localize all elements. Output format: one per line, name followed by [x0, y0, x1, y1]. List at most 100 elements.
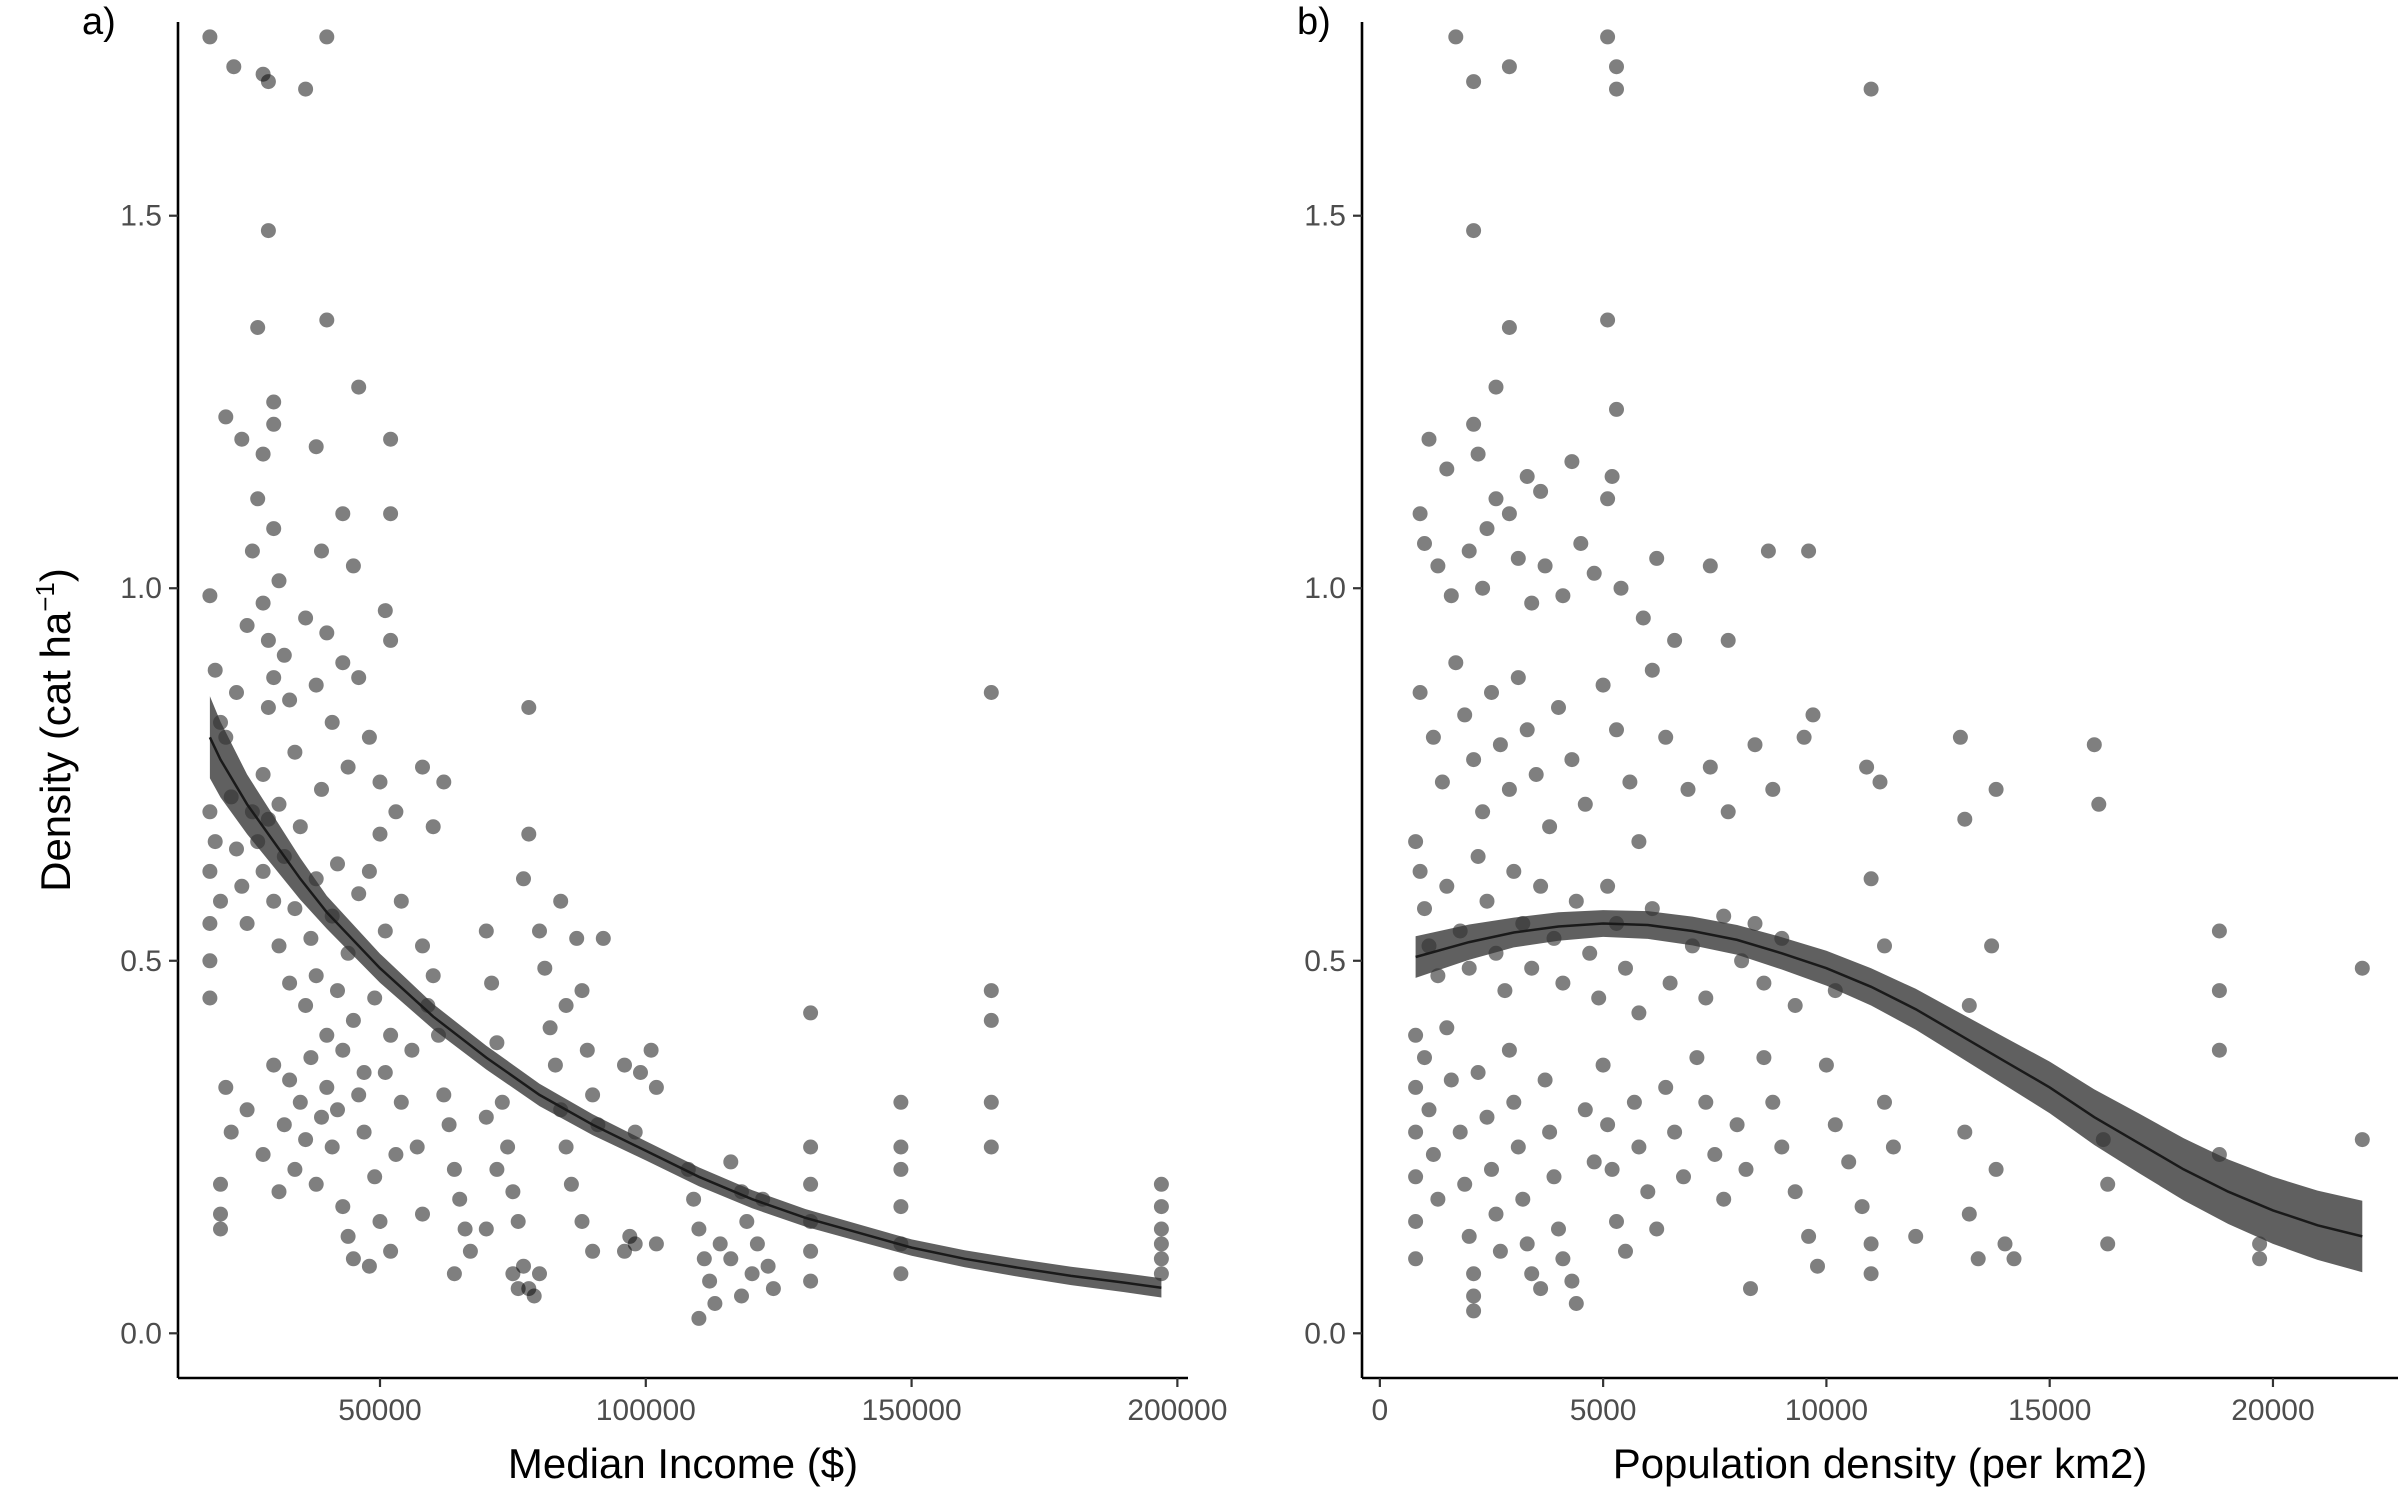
data-point: [1153, 1266, 1169, 1282]
data-point: [1698, 1094, 1714, 1110]
data-point: [1408, 1214, 1424, 1229]
data-point: [532, 1266, 547, 1282]
data-point: [255, 767, 271, 782]
data-point: [1872, 774, 1888, 790]
data-point: [229, 685, 244, 700]
data-point: [1577, 1102, 1593, 1118]
data-point: [308, 1176, 324, 1192]
data-point: [1997, 1236, 2013, 1252]
data-point: [1568, 893, 1584, 909]
data-point: [2211, 923, 2227, 939]
data-point: [335, 655, 351, 671]
data-point: [1551, 1221, 1566, 1237]
data-point: [532, 923, 547, 939]
data-point: [893, 1199, 909, 1215]
data-point: [1439, 1020, 1455, 1036]
data-point: [723, 1154, 739, 1170]
data-point: [803, 1139, 819, 1155]
data-point: [1501, 59, 1517, 75]
data-point: [1461, 1228, 1477, 1244]
data-point: [1484, 1161, 1499, 1177]
data-point: [1707, 1147, 1723, 1162]
data-point: [383, 1027, 399, 1043]
data-point: [260, 74, 276, 90]
data-point: [537, 960, 553, 976]
data-point: [226, 59, 242, 75]
fit-line: [1415, 922, 2363, 1238]
data-point: [292, 819, 308, 835]
data-point: [1506, 863, 1522, 879]
data-point: [1524, 1266, 1540, 1282]
data-point: [1564, 752, 1580, 768]
data-point: [510, 1214, 526, 1229]
data-point: [345, 1012, 361, 1028]
data-point: [643, 1042, 659, 1058]
data-point: [691, 1310, 707, 1326]
data-point: [1153, 1236, 1169, 1252]
data-point: [749, 1236, 765, 1252]
data-point: [425, 819, 441, 835]
data-point: [287, 1161, 303, 1177]
data-point: [415, 938, 430, 954]
data-point: [202, 953, 218, 969]
data-point: [505, 1266, 521, 1282]
data-point: [266, 416, 282, 432]
data-point: [723, 1251, 739, 1267]
panel-b-y-ticks: 0.0 0.5 1.0 1.5: [1304, 200, 1362, 1350]
panel-a-y-axis-title-close: ): [32, 568, 79, 582]
data-point: [1747, 737, 1763, 753]
data-point: [1604, 469, 1620, 484]
data-point: [1649, 1221, 1665, 1237]
data-point: [1827, 1117, 1843, 1133]
data-point: [255, 863, 271, 879]
data-point: [207, 662, 223, 678]
data-point: [1542, 1124, 1558, 1140]
data-point: [1475, 580, 1491, 596]
data-point: [2252, 1251, 2268, 1267]
x-tick-label: 15000: [2008, 1394, 2091, 1427]
data-point: [1408, 1169, 1424, 1185]
data-point: [303, 930, 319, 946]
data-point: [1479, 521, 1495, 537]
data-point: [1488, 1206, 1504, 1222]
data-point: [1479, 1109, 1495, 1125]
data-point: [1492, 1243, 1508, 1259]
data-point: [1618, 1243, 1633, 1259]
panel-b-fit: [1415, 910, 2363, 1273]
data-point: [271, 1184, 287, 1200]
data-point: [558, 998, 574, 1013]
data-point: [1448, 29, 1464, 45]
data-point: [1801, 543, 1817, 559]
data-point: [1859, 759, 1875, 775]
data-point: [1689, 1050, 1705, 1066]
data-point: [1600, 1117, 1616, 1133]
data-point: [707, 1296, 723, 1311]
data-point: [1765, 781, 1781, 797]
data-point: [383, 632, 399, 648]
data-point: [516, 871, 531, 887]
data-point: [377, 603, 393, 619]
data-point: [415, 1206, 430, 1222]
data-point: [1479, 893, 1495, 909]
data-point: [1716, 1191, 1732, 1207]
data-point: [521, 826, 537, 842]
data-point: [393, 1094, 409, 1110]
x-tick-label: 0: [1372, 1394, 1389, 1427]
data-point: [1425, 729, 1441, 745]
data-point: [760, 1258, 776, 1274]
data-point: [1510, 1139, 1526, 1155]
data-point: [372, 826, 388, 842]
data-point: [617, 1243, 632, 1259]
data-point: [1470, 446, 1486, 462]
data-point: [1765, 1094, 1781, 1110]
data-point: [1600, 491, 1616, 507]
data-point: [1810, 1258, 1825, 1274]
data-point: [345, 1251, 361, 1267]
data-point: [1501, 320, 1517, 335]
data-point: [1635, 610, 1651, 626]
data-point: [1425, 1147, 1441, 1162]
data-point: [1600, 312, 1616, 328]
data-point: [579, 1042, 595, 1058]
data-point: [983, 1139, 999, 1155]
data-point: [282, 1072, 298, 1088]
